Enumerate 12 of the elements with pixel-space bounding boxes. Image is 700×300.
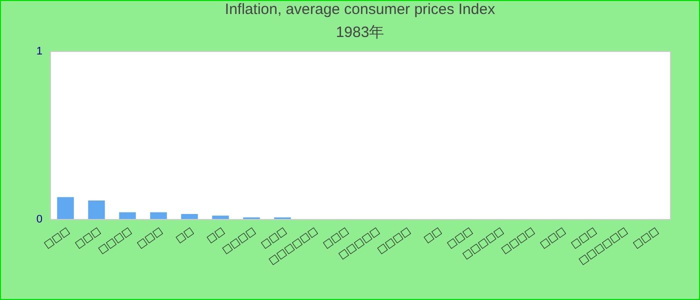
- bar: [181, 214, 198, 219]
- bar: [57, 197, 74, 219]
- chart-title: Inflation, average consumer prices Index: [224, 1, 496, 18]
- bar: [119, 212, 136, 219]
- chart-subtitle: 1983年: [336, 24, 384, 41]
- y-tick-label: 1: [36, 46, 42, 58]
- y-tick-label: 0: [36, 214, 42, 226]
- bar: [88, 200, 105, 219]
- x-tick-label: □□: [174, 226, 196, 246]
- bar: [212, 216, 229, 219]
- x-tick-label: □□: [422, 226, 444, 246]
- bar: [150, 212, 167, 219]
